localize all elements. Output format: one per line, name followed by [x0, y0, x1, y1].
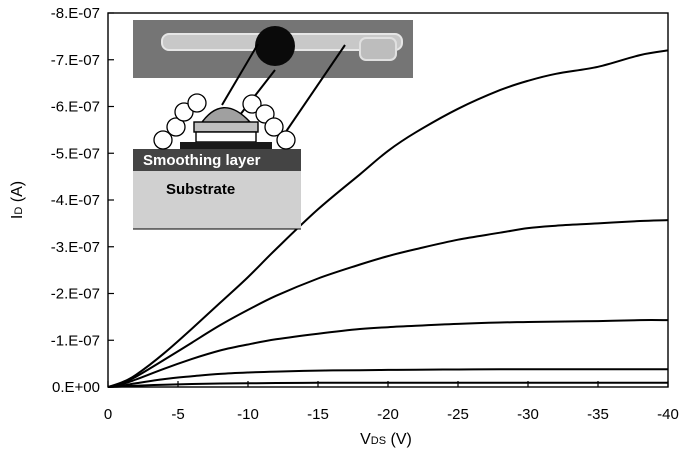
bead [264, 117, 284, 137]
y-axis-title: ID (A) [9, 181, 26, 219]
x-axis-title: VDS (V) [360, 431, 412, 448]
bead [276, 130, 296, 150]
x-tick-label: -20 [377, 406, 399, 423]
micrograph-electrode-end [359, 37, 397, 61]
series-line-5 [107, 381, 668, 388]
y-tick-label: -6.E-07 [51, 99, 100, 116]
x-axis-ticks: 0 -5 -10 -15 -20 -25 -30 -35 -40 [104, 381, 679, 423]
smoothing-layer-block [133, 149, 301, 171]
bead [242, 94, 262, 114]
y-tick-label: -4.E-07 [51, 192, 100, 209]
dielectric-layer [180, 142, 272, 149]
series-line-1 [107, 49, 669, 388]
x-tick-label: -30 [517, 406, 539, 423]
bead [153, 130, 173, 150]
series-line-3 [107, 319, 669, 388]
x-tick-label: -10 [237, 406, 259, 423]
smoothing-layer-label: Smoothing layer [143, 152, 261, 169]
series-layer [107, 49, 669, 388]
x-tick-label: -5 [171, 406, 184, 423]
x-tick-label: 0 [104, 406, 112, 423]
channel-electrode [195, 131, 257, 143]
x-tick-label: -35 [587, 406, 609, 423]
substrate-block [133, 171, 301, 229]
inset-device-schematic: Smoothing layer Substrate [133, 20, 413, 230]
y-tick-label: -7.E-07 [51, 52, 100, 69]
substrate-label: Substrate [166, 181, 235, 198]
series-line-4 [107, 368, 668, 388]
y-tick-label: 0.E+00 [52, 379, 100, 396]
y-tick-label: -2.E-07 [51, 286, 100, 303]
x-tick-label: -15 [307, 406, 329, 423]
y-tick-label: -8.E-07 [51, 5, 100, 22]
bead [166, 117, 186, 137]
y-tick-label: -3.E-07 [51, 239, 100, 256]
series-line-2 [107, 219, 669, 388]
x-tick-label: -40 [657, 406, 679, 423]
micrograph-droplet [255, 26, 295, 66]
pointer-line-3 [282, 44, 346, 137]
pointer-line-1 [221, 43, 259, 106]
y-axis-ticks: 0.E+00 -1.E-07 -2.E-07 -3.E-07 -4.E-07 -5.E-0… [51, 5, 114, 396]
x-tick-label: -25 [447, 406, 469, 423]
bead [187, 93, 207, 113]
y-tick-label: -5.E-07 [51, 145, 100, 162]
y-tick-label: -1.E-07 [51, 332, 100, 349]
gate-electrode [193, 121, 259, 133]
